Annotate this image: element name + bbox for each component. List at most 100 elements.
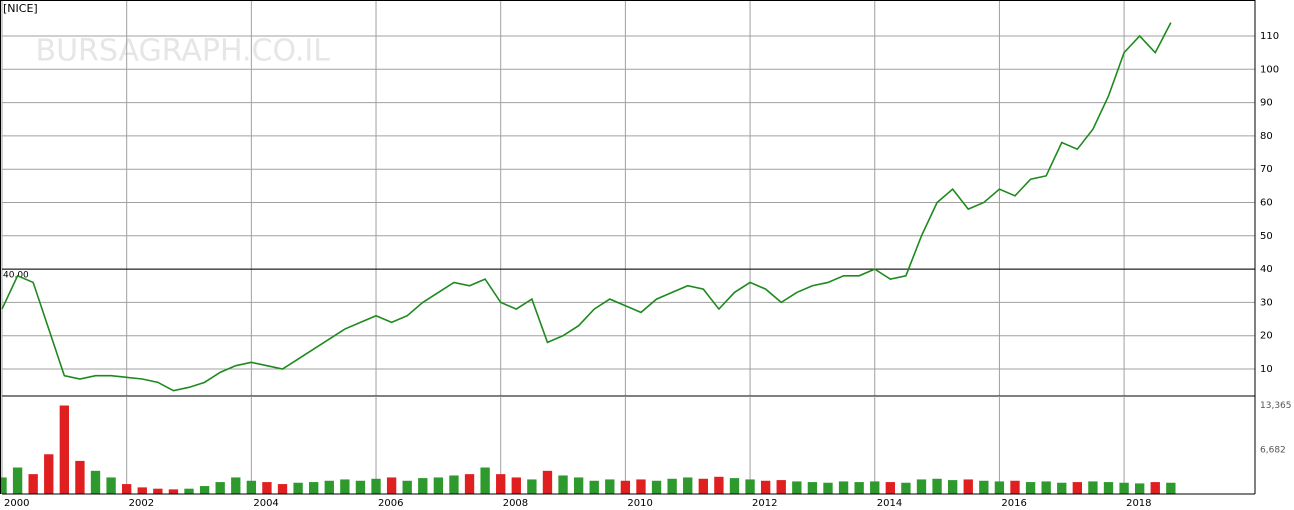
volume-bar [496, 474, 506, 494]
volume-bar [636, 479, 646, 494]
x-tick-label: 2006 [378, 498, 403, 509]
volume-bar [963, 479, 973, 494]
volume-bar [433, 477, 444, 494]
volume-bar [1103, 482, 1114, 494]
volume-bar [449, 475, 459, 494]
volume-bar [480, 467, 490, 494]
volume-bar [683, 477, 693, 494]
x-tick-label: 2010 [627, 498, 652, 509]
x-tick-label: 2008 [503, 498, 528, 509]
volume-bar [418, 478, 428, 494]
volume-bar [402, 480, 412, 494]
volume-bar [12, 467, 23, 494]
volume-bar [667, 478, 677, 494]
volume-bar [1119, 482, 1129, 494]
volume-bar [231, 477, 241, 494]
volume-bar [262, 482, 272, 494]
x-tick-label: 2002 [129, 498, 154, 509]
volume-bar [605, 479, 615, 494]
watermark: BURSAGRAPH.CO.IL [36, 34, 331, 69]
x-tick-label: 2012 [752, 498, 777, 509]
volume-bar [355, 480, 366, 494]
y-tick-label: 13,365 [1260, 401, 1292, 411]
volume-bar [1041, 481, 1051, 494]
volume-bar [979, 480, 989, 494]
volume-bar [184, 488, 194, 494]
volume-bar [792, 481, 802, 494]
volume-bar [885, 482, 895, 494]
volume-bar [823, 482, 833, 494]
volume-bar [277, 484, 288, 494]
y-tick-label: 90 [1260, 98, 1273, 109]
volume-bar [589, 480, 599, 494]
volume-bar [511, 477, 521, 494]
volume-bar [760, 480, 771, 494]
y-tick-label: 110 [1260, 31, 1279, 42]
volume-bar [464, 474, 475, 494]
y-tick-label: 100 [1260, 64, 1279, 75]
x-tick-label: 2000 [4, 498, 29, 509]
y-tick-label: 70 [1260, 164, 1273, 175]
volume-bar [527, 479, 537, 494]
volume-bar [90, 470, 101, 494]
volume-bar [807, 482, 818, 494]
volume-bar [651, 480, 662, 494]
reference-label: 40.00 [3, 271, 29, 281]
volume-bar [106, 477, 116, 494]
volume-bar [246, 480, 257, 494]
volume-bar [371, 478, 381, 494]
volume-bar [1072, 482, 1083, 494]
volume-bar [901, 482, 911, 494]
y-tick-label: 30 [1260, 297, 1273, 308]
volume-bar [1166, 482, 1176, 494]
x-tick-label: 2014 [877, 498, 902, 509]
volume-bar [44, 454, 54, 494]
volume-bar [573, 477, 584, 494]
y-tick-label: 6,682 [1260, 445, 1286, 455]
volume-bar [168, 489, 179, 494]
volume-bar [1025, 482, 1036, 494]
y-tick-label: 50 [1260, 231, 1273, 242]
volume-bar [870, 481, 880, 494]
y-tick-label: 80 [1260, 131, 1273, 142]
volume-bar [199, 486, 210, 494]
volume-bar [215, 482, 225, 494]
volume-bar [776, 480, 786, 494]
volume-bar [324, 480, 334, 494]
x-tick-label: 2004 [253, 498, 278, 509]
volume-bar [542, 470, 553, 494]
y-tick-label: 10 [1260, 364, 1273, 375]
volume-bar [698, 478, 708, 494]
x-tick-label: 2018 [1126, 498, 1151, 509]
volume-bar [340, 479, 350, 494]
volume-bar [1088, 481, 1098, 494]
volume-bar [153, 488, 163, 494]
volume-bar [309, 482, 319, 494]
x-tick-label: 2016 [1001, 498, 1026, 509]
volume-bar [1134, 483, 1145, 494]
volume-bar [59, 405, 70, 494]
volume-bar [932, 478, 942, 494]
volume-bar [729, 478, 740, 494]
price-line [1, 22, 1172, 392]
volume-bar [558, 475, 568, 494]
y-tick-label: 60 [1260, 197, 1273, 208]
volume-bar [1150, 482, 1160, 494]
volume-bar [947, 480, 958, 494]
volume-bar [838, 481, 849, 494]
volume-bar [75, 460, 85, 494]
y-tick-label: 20 [1260, 331, 1273, 342]
y-tick-label: 40 [1260, 264, 1273, 275]
volume-bar [1057, 482, 1067, 494]
volume-bar [994, 481, 1005, 494]
volume-bar [854, 482, 864, 494]
volume-bar [386, 477, 397, 494]
volume-bar [0, 477, 7, 494]
volume-bar [1010, 480, 1020, 494]
volume-bar [122, 484, 132, 494]
volume-bar [293, 482, 303, 494]
volume-bar [916, 479, 927, 494]
symbol: [NICE] [3, 2, 38, 15]
